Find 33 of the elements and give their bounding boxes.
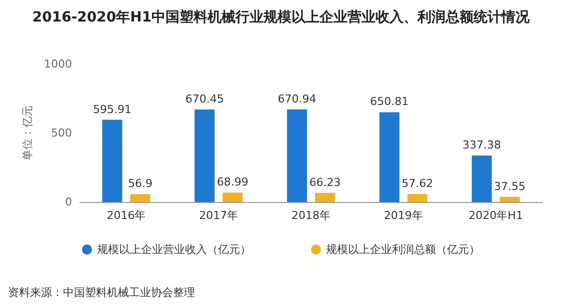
bar: [102, 120, 122, 202]
y-tick-label: 0: [65, 196, 72, 208]
y-axis-title: 单位：亿元: [21, 106, 34, 160]
x-tick-label: 2020年H1: [468, 209, 523, 222]
data-label: 650.81: [370, 95, 409, 108]
data-label: 337.38: [462, 138, 502, 152]
bar: [407, 194, 428, 202]
bar: [130, 194, 150, 202]
data-label: 595.91: [92, 102, 132, 116]
data-label: 68.99: [216, 175, 248, 188]
y-tick-label: 500: [51, 126, 72, 140]
legend-label: 规模以上企业营业收入（亿元）: [97, 243, 251, 256]
x-tick-label: 2016年: [106, 209, 146, 222]
x-tick-label: 2018年: [292, 209, 330, 222]
bar: [500, 196, 520, 202]
chart-title: 2016-2020年H1中国塑料机械行业规模以上企业营业收入、利润总额统计情况: [32, 8, 531, 26]
bar: [194, 109, 215, 202]
data-label: 57.62: [402, 177, 434, 190]
bar: [472, 155, 492, 202]
data-label: 66.23: [309, 176, 341, 189]
data-label: 37.55: [494, 180, 526, 193]
data-label: 56.9: [128, 177, 152, 190]
x-tick-label: 2017年: [199, 209, 238, 222]
bar: [379, 112, 400, 202]
data-label: 670.94: [278, 92, 316, 106]
y-tick-label: 1000: [44, 58, 72, 70]
bar: [287, 109, 307, 202]
text: 资料来源：中国塑料机械工业协会整理: [8, 286, 195, 299]
x-tick-label: 2019年: [384, 209, 423, 222]
bar: [222, 192, 243, 202]
legend-label: 规模以上企业利润总额（亿元）: [326, 243, 480, 256]
data-label: 670.45: [185, 92, 224, 106]
bar: [315, 192, 335, 202]
